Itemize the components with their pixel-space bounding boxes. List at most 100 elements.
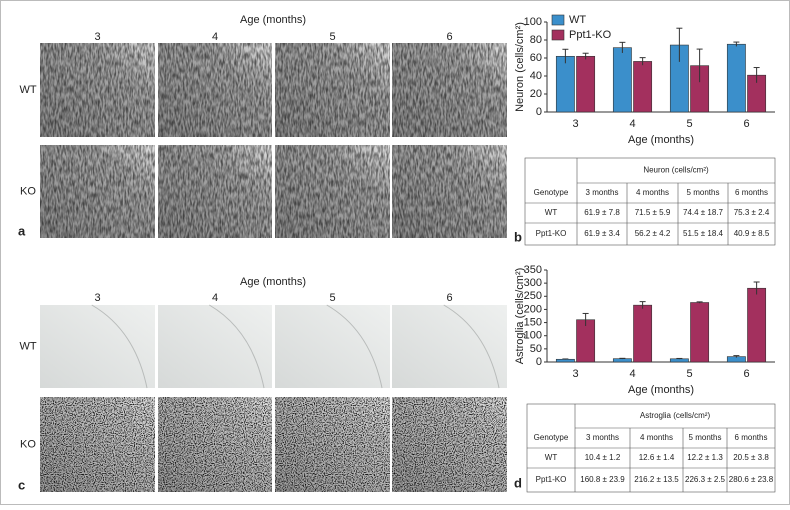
table-column-label: 5 months: [687, 188, 720, 197]
table-header: Neuron (cells/cm²): [643, 166, 709, 175]
tissue-edge: [91, 304, 148, 389]
row-label: KO: [20, 438, 36, 450]
micrograph-texture: [40, 145, 155, 238]
micrograph: [158, 305, 272, 388]
micrograph-texture: [40, 397, 155, 492]
table-column-label: 6 months: [735, 433, 768, 442]
x-tick-label: 4: [629, 368, 635, 380]
row-label: KO: [20, 185, 36, 197]
tissue-edge: [209, 304, 265, 389]
micrograph-texture: [275, 397, 390, 492]
table-cell: 61.9 ± 3.4: [584, 229, 620, 238]
y-tick-label: 100: [524, 330, 542, 342]
table-column-label: Genotype: [534, 433, 569, 442]
legend-label: WT: [569, 14, 586, 26]
table-column-label: Genotype: [534, 188, 569, 197]
x-tick-label: 3: [572, 368, 578, 380]
micrograph: [392, 305, 507, 388]
panel-letter: c: [18, 477, 25, 492]
y-tick-label: 40: [530, 70, 542, 82]
legend-swatch: [551, 29, 565, 41]
column-label: 3: [94, 31, 100, 43]
tissue-edge: [326, 304, 383, 389]
x-tick-label: 5: [686, 118, 692, 130]
y-tick-label: 0: [536, 106, 542, 118]
x-tick-label: 4: [629, 118, 635, 130]
bar: [747, 287, 767, 363]
row-label: WT: [19, 84, 36, 96]
table-column-label: 3 months: [586, 188, 619, 197]
micrograph-texture: [275, 145, 390, 238]
y-tick-label: 50: [530, 343, 542, 355]
panel-title: Age (months): [240, 14, 306, 26]
table-cell: 12.6 ± 1.4: [639, 453, 675, 462]
bar: [612, 47, 632, 113]
y-tick-label: 200: [524, 303, 542, 315]
micrograph: [275, 305, 390, 388]
bar: [555, 358, 575, 363]
table-cell: 61.9 ± 7.8: [584, 208, 620, 217]
bar: [555, 55, 575, 113]
micrograph-texture: [40, 43, 155, 137]
bar: [726, 43, 746, 113]
table-cell: 71.5 ± 5.9: [635, 208, 671, 217]
table-cell: 20.5 ± 3.8: [733, 453, 769, 462]
micrograph-texture: [275, 43, 390, 137]
column-label: 6: [446, 292, 452, 304]
table-cell: Ppt1-KO: [536, 475, 567, 484]
table-cell: 12.2 ± 1.3: [687, 453, 723, 462]
micrograph: [40, 305, 155, 388]
y-tick-label: 300: [524, 277, 542, 289]
x-axis-label: Age (months): [628, 134, 694, 146]
table-column-label: 4 months: [640, 433, 673, 442]
bar: [633, 304, 653, 363]
table-column-label: 5 months: [689, 433, 722, 442]
bar: [690, 302, 710, 363]
column-label: 5: [329, 292, 335, 304]
y-tick-label: 0: [536, 356, 542, 368]
table-cell: Ppt1-KO: [536, 229, 567, 238]
bar: [633, 61, 653, 113]
table-cell: 56.2 ± 4.2: [635, 229, 671, 238]
micrograph-texture: [392, 397, 507, 492]
table-cell: 10.4 ± 1.2: [585, 453, 621, 462]
micrograph-texture: [392, 43, 507, 137]
table-column-label: 4 months: [636, 188, 669, 197]
tissue-edge: [443, 304, 500, 389]
table-cell: 40.9 ± 8.5: [734, 229, 770, 238]
table-cell: 216.2 ± 13.5: [634, 475, 679, 484]
panel-letter: b: [514, 229, 522, 244]
y-tick-label: 60: [530, 52, 542, 64]
y-tick-label: 350: [524, 264, 542, 276]
bar: [576, 55, 596, 113]
column-label: 3: [94, 292, 100, 304]
table-column-label: 6 months: [735, 188, 768, 197]
legend-label: Ppt1-KO: [569, 29, 612, 41]
table-cell: 226.3 ± 2.5: [685, 475, 726, 484]
y-tick-label: 20: [530, 88, 542, 100]
column-label: 5: [329, 31, 335, 43]
x-tick-label: 5: [686, 368, 692, 380]
table-cell: 75.3 ± 2.4: [734, 208, 770, 217]
table-cell: 280.6 ± 23.8: [729, 475, 774, 484]
panel-letter: a: [18, 223, 26, 238]
x-tick-label: 6: [743, 118, 749, 130]
column-label: 4: [212, 292, 218, 304]
panel-title: Age (months): [240, 276, 306, 288]
column-label: 6: [446, 31, 452, 43]
y-axis-label: Astroglia (cells/cm²): [514, 268, 526, 365]
x-axis-label: Age (months): [628, 384, 694, 396]
micrograph-texture: [158, 145, 272, 238]
table-header: Astroglia (cells/cm²): [640, 411, 711, 420]
table-cell: 160.8 ± 23.9: [580, 475, 625, 484]
bar: [669, 358, 689, 363]
x-tick-label: 3: [572, 118, 578, 130]
table-cell: WT: [545, 453, 558, 462]
table-cell: WT: [545, 208, 558, 217]
bar: [576, 319, 596, 363]
table-cell: 74.4 ± 18.7: [683, 208, 724, 217]
bar: [612, 358, 632, 363]
micrograph-texture: [392, 145, 507, 238]
y-axis-label: Neuron (cells/cm²): [514, 22, 526, 112]
